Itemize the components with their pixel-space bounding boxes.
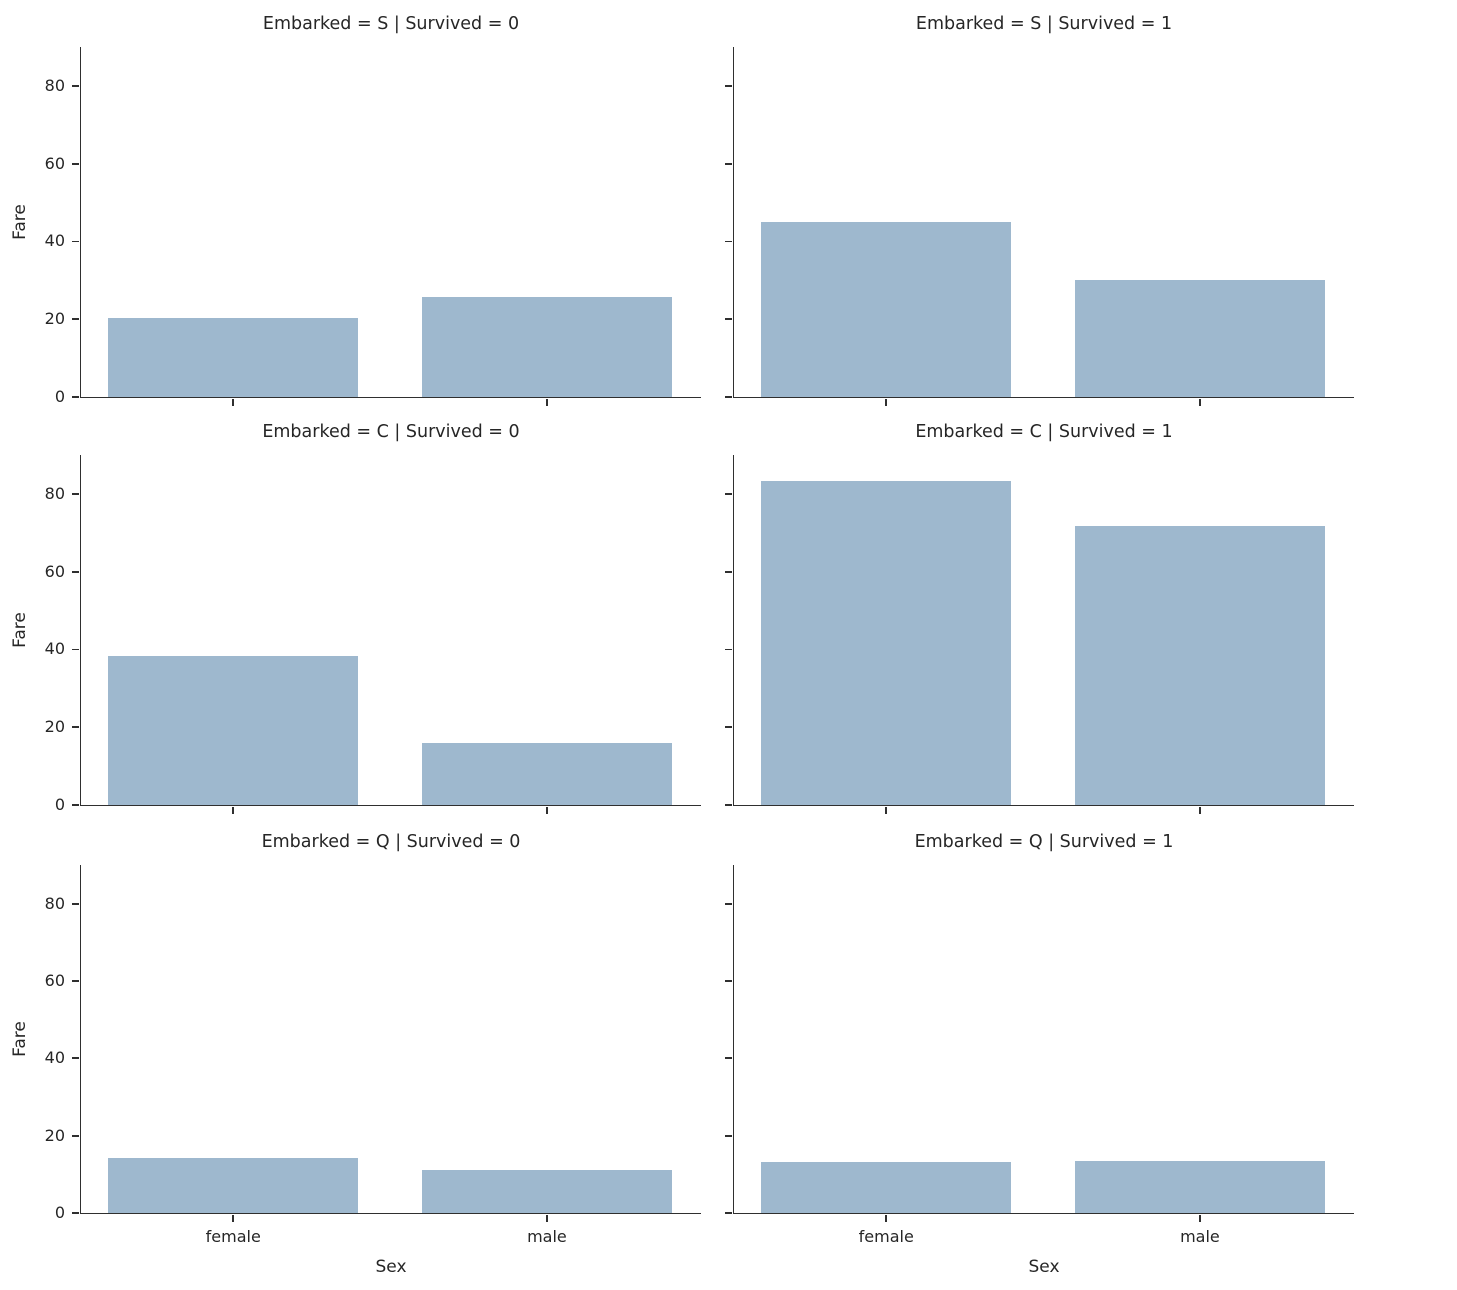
x-tick-mark xyxy=(885,398,888,406)
y-tick-mark xyxy=(725,648,733,651)
facet-plot-0-0: Embarked = S | Survived = 0 0 20 40 60 80 Fare xyxy=(10,14,701,406)
y-tick-label: 60 xyxy=(44,971,65,991)
x-tick-mark xyxy=(885,806,888,814)
x-tick-label-female: female xyxy=(205,1227,261,1246)
y-tick-mark xyxy=(72,1134,80,1137)
y-tick-mark xyxy=(72,804,80,806)
facet-title: Embarked = Q | Survived = 0 xyxy=(261,832,521,852)
bar-male xyxy=(1075,526,1325,805)
facet-title: Embarked = S | Survived = 1 xyxy=(915,14,1173,34)
bar-female xyxy=(761,222,1012,397)
bar-male xyxy=(1075,279,1325,397)
x-tick-mark xyxy=(1199,398,1201,406)
y-tick-label: 40 xyxy=(44,231,65,251)
y-tick-label: 60 xyxy=(44,153,65,173)
y-tick-label: 80 xyxy=(44,893,65,913)
y-tick-label: 60 xyxy=(44,561,65,581)
bar-male xyxy=(422,297,672,397)
y-tick-mark xyxy=(72,648,80,651)
y-tick-label: 0 xyxy=(54,795,65,814)
x-tick-label-female: female xyxy=(858,1227,914,1246)
x-tick-mark xyxy=(546,806,548,814)
y-tick-label: 80 xyxy=(44,483,65,503)
y-tick-mark xyxy=(72,162,80,165)
y-tick-mark xyxy=(725,85,733,87)
facet-plot-0-1: Embarked = S | Survived = 1 xyxy=(725,14,1354,406)
bar-female xyxy=(108,656,359,805)
facet-plot-2-1: Embarked = Q | Survived = 1 female male Sex xyxy=(725,832,1354,1277)
bar-female xyxy=(108,1158,359,1213)
x-tick-mark xyxy=(232,398,235,406)
y-tick-mark xyxy=(72,902,80,905)
y-tick-mark xyxy=(725,318,733,321)
bar-female xyxy=(108,318,359,397)
facet-plot-2-0: Embarked = Q | Survived = 0 0 20 40 60 80 Fare… xyxy=(10,832,701,1277)
facet-title: Embarked = C | Survived = 1 xyxy=(915,422,1173,442)
bar-male xyxy=(422,742,672,805)
facet-title: Embarked = S | Survived = 0 xyxy=(262,14,520,34)
y-tick-label: 20 xyxy=(44,1125,65,1145)
x-tick-mark xyxy=(1199,806,1201,814)
y-tick-mark xyxy=(725,1212,733,1214)
y-tick-mark xyxy=(72,85,80,87)
bar-female xyxy=(761,481,1012,805)
x-tick-mark xyxy=(1199,1214,1201,1222)
y-tick-mark xyxy=(72,493,80,495)
facet-title: Embarked = C | Survived = 0 xyxy=(262,422,520,442)
y-tick-label: 0 xyxy=(54,1203,65,1222)
y-tick-mark xyxy=(72,570,80,573)
y-tick-mark xyxy=(72,318,80,321)
y-tick-mark xyxy=(725,980,733,982)
y-tick-mark xyxy=(72,726,80,729)
y-tick-mark xyxy=(725,493,733,495)
x-tick-mark xyxy=(232,806,235,814)
y-tick-mark xyxy=(72,1057,80,1060)
x-tick-mark xyxy=(885,1214,888,1222)
facet-title: Embarked = Q | Survived = 1 xyxy=(914,832,1174,852)
y-tick-mark xyxy=(725,162,733,165)
y-tick-label: 20 xyxy=(44,717,65,737)
x-tick-mark xyxy=(546,1214,548,1222)
bar-male xyxy=(422,1169,672,1213)
y-tick-mark xyxy=(725,1057,733,1060)
bar-male xyxy=(1075,1161,1325,1213)
y-tick-mark xyxy=(72,980,80,982)
y-tick-mark xyxy=(725,726,733,729)
x-tick-label-male: male xyxy=(1180,1227,1220,1246)
x-axis-label: Sex xyxy=(1028,1257,1060,1277)
y-axis-label: Fare xyxy=(10,612,30,648)
y-axis-label: Fare xyxy=(10,204,30,240)
y-tick-mark xyxy=(725,240,733,243)
y-tick-mark xyxy=(72,240,80,243)
y-tick-mark xyxy=(725,804,733,806)
y-tick-mark xyxy=(72,1212,80,1214)
x-tick-mark xyxy=(232,1214,235,1222)
facet-plot-1-1: Embarked = C | Survived = 1 xyxy=(725,422,1354,814)
bar-female xyxy=(761,1161,1012,1213)
y-tick-mark xyxy=(725,1134,733,1137)
x-axis-label: Sex xyxy=(375,1257,407,1277)
y-tick-label: 20 xyxy=(44,309,65,329)
y-tick-mark xyxy=(725,396,733,398)
y-tick-mark xyxy=(725,902,733,905)
y-tick-mark xyxy=(72,396,80,398)
x-tick-mark xyxy=(546,398,548,406)
y-tick-mark xyxy=(725,570,733,573)
y-tick-label: 80 xyxy=(44,75,65,95)
y-tick-label: 40 xyxy=(44,639,65,659)
y-tick-label: 0 xyxy=(54,387,65,406)
y-tick-label: 40 xyxy=(44,1048,65,1068)
facet-plot-1-0: Embarked = C | Survived = 0 0 20 40 60 80 Fare xyxy=(10,422,701,814)
y-axis-label: Fare xyxy=(10,1021,30,1057)
x-tick-label-male: male xyxy=(527,1227,567,1246)
